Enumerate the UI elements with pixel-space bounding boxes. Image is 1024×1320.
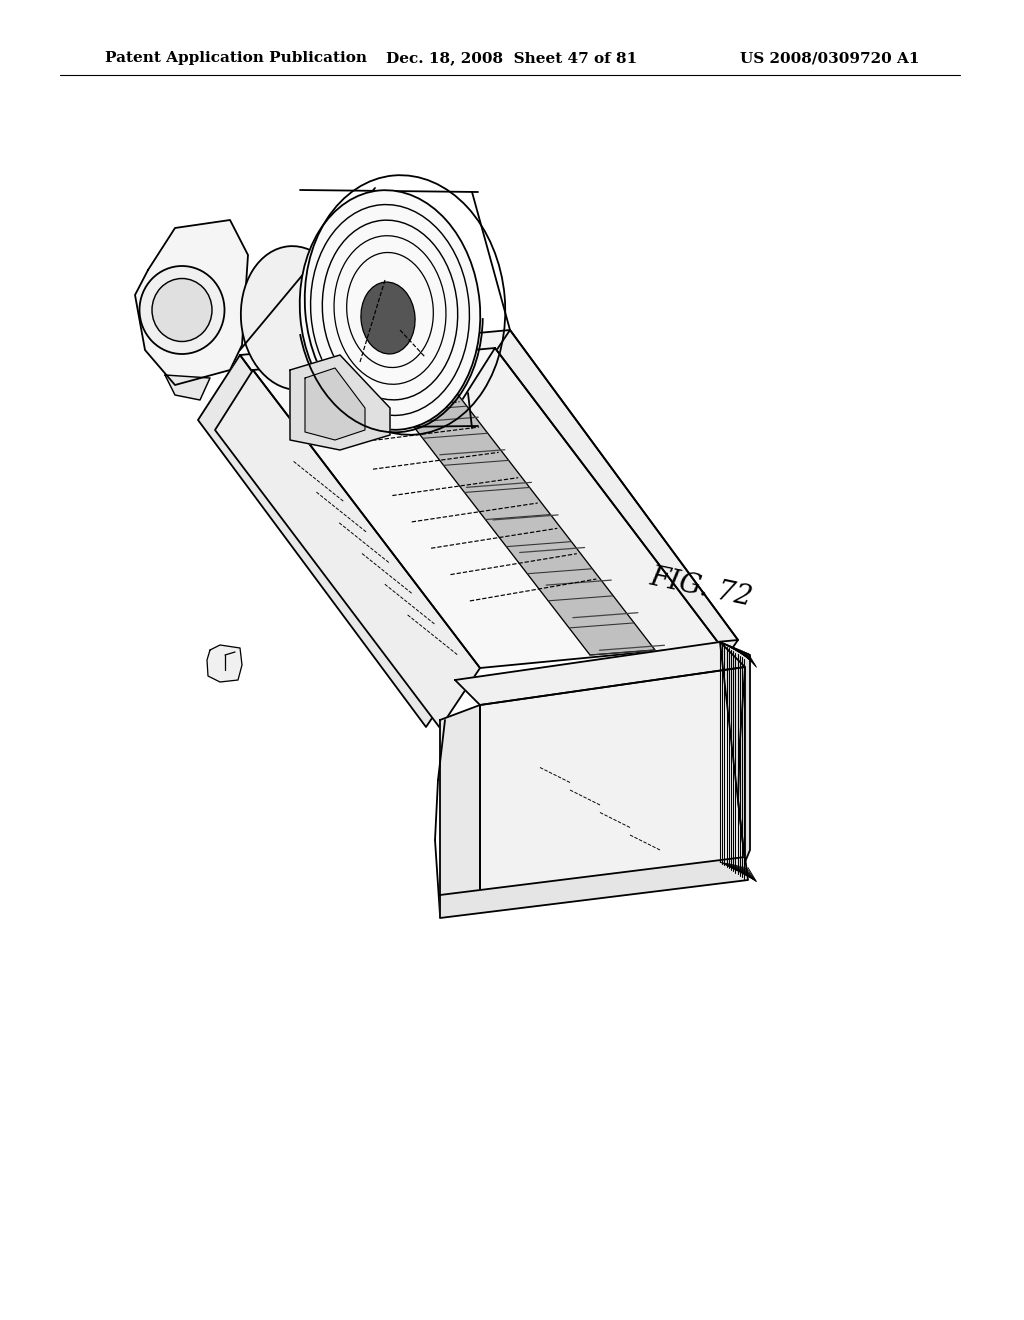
Polygon shape bbox=[360, 352, 655, 655]
Text: Patent Application Publication: Patent Application Publication bbox=[105, 51, 367, 65]
Polygon shape bbox=[165, 375, 210, 400]
Polygon shape bbox=[455, 642, 745, 705]
Polygon shape bbox=[198, 355, 468, 727]
Polygon shape bbox=[215, 370, 480, 729]
Ellipse shape bbox=[360, 282, 415, 354]
Polygon shape bbox=[305, 368, 365, 440]
Polygon shape bbox=[440, 705, 480, 915]
Polygon shape bbox=[135, 220, 248, 385]
Text: US 2008/0309720 A1: US 2008/0309720 A1 bbox=[740, 51, 920, 65]
Ellipse shape bbox=[241, 246, 349, 389]
Ellipse shape bbox=[139, 267, 224, 354]
Polygon shape bbox=[253, 348, 720, 668]
Ellipse shape bbox=[152, 279, 212, 342]
Ellipse shape bbox=[300, 190, 480, 430]
Polygon shape bbox=[440, 857, 748, 917]
Polygon shape bbox=[457, 348, 720, 705]
Polygon shape bbox=[720, 642, 750, 862]
Polygon shape bbox=[207, 645, 242, 682]
Polygon shape bbox=[290, 355, 390, 450]
Text: Dec. 18, 2008  Sheet 47 of 81: Dec. 18, 2008 Sheet 47 of 81 bbox=[386, 51, 638, 65]
Polygon shape bbox=[468, 330, 738, 700]
Text: FIG. 72: FIG. 72 bbox=[647, 564, 756, 611]
Polygon shape bbox=[240, 330, 738, 665]
Polygon shape bbox=[480, 667, 745, 900]
